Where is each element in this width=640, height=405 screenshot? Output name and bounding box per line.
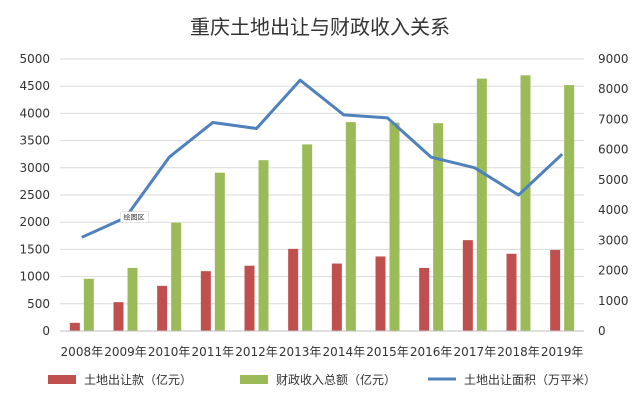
y-right-tick-label: 9000 xyxy=(598,52,629,66)
y-right-tick-label: 3000 xyxy=(598,233,629,247)
bar-series xyxy=(69,75,575,331)
bar xyxy=(214,172,225,331)
y-left-tick-label: 500 xyxy=(27,297,50,311)
annotation-label: 绘图区 xyxy=(124,213,145,222)
y-axis-right: 0 1000 2000 3000 4000 5000 6000 7000 8000 9000 xyxy=(598,52,629,338)
x-tick-label: 2019年 xyxy=(541,345,584,359)
y-right-tick-label: 6000 xyxy=(598,143,629,157)
bar xyxy=(258,160,269,331)
y-right-tick-label: 8000 xyxy=(598,82,629,96)
gridlines xyxy=(60,58,584,305)
x-tick-label: 2013年 xyxy=(279,345,322,359)
bar xyxy=(244,265,255,331)
bar xyxy=(345,122,356,331)
y-left-tick-label: 0 xyxy=(42,324,50,338)
y-left-tick-label: 2500 xyxy=(19,188,50,202)
legend: 土地出让款（亿元） 财政收入总额（亿元） 土地出让面积（万平米） xyxy=(48,372,596,387)
bar xyxy=(419,267,430,331)
y-left-tick-label: 4500 xyxy=(19,79,50,93)
bar xyxy=(433,123,444,331)
y-left-tick-label: 5000 xyxy=(19,52,50,66)
annotation-box xyxy=(120,211,149,223)
legend-label: 财政收入总额（亿元） xyxy=(276,372,396,387)
x-tick-label: 2011年 xyxy=(192,345,235,359)
bar xyxy=(462,240,473,331)
bar xyxy=(389,122,400,331)
bar xyxy=(506,253,517,331)
x-tick-label: 2018年 xyxy=(497,345,540,359)
bar xyxy=(83,278,94,331)
bar xyxy=(550,249,561,331)
bar xyxy=(302,144,313,331)
bar xyxy=(113,302,124,331)
y-left-tick-label: 3000 xyxy=(19,161,50,175)
x-tick-label: 2008年 xyxy=(61,345,104,359)
annotation: 绘图区 xyxy=(120,211,149,223)
series-line xyxy=(81,78,564,239)
bar xyxy=(171,222,182,331)
y-right-tick-label: 7000 xyxy=(598,112,629,126)
x-tick-label: 2012年 xyxy=(235,345,278,359)
bar xyxy=(564,85,575,331)
bar xyxy=(157,285,168,331)
bar xyxy=(375,256,386,331)
chart-title: 重庆土地出让与财政收入关系 xyxy=(190,15,450,39)
y-right-tick-label: 0 xyxy=(598,324,606,338)
y-left-tick-label: 1500 xyxy=(19,242,50,256)
bar xyxy=(520,75,531,331)
bar xyxy=(476,78,487,331)
x-tick-label: 2017年 xyxy=(454,345,497,359)
y-left-tick-label: 4000 xyxy=(19,106,50,120)
x-tick-label: 2016年 xyxy=(410,345,453,359)
bar xyxy=(331,263,342,331)
y-right-tick-label: 5000 xyxy=(598,173,629,187)
legend-swatch xyxy=(48,375,76,384)
y-right-tick-label: 4000 xyxy=(598,203,629,217)
legend-label: 土地出让面积（万平米） xyxy=(464,373,596,387)
legend-label: 土地出让款（亿元） xyxy=(84,372,192,387)
y-axis-left: 0 500 1000 1500 2000 2500 3000 3500 4000 4500 5000 xyxy=(19,52,50,338)
bar xyxy=(69,322,80,331)
y-left-tick-label: 2000 xyxy=(19,215,50,229)
legend-swatch xyxy=(240,375,268,384)
y-right-tick-label: 1000 xyxy=(598,294,629,308)
bar xyxy=(127,267,138,331)
y-right-tick-label: 2000 xyxy=(598,264,629,278)
bar xyxy=(288,248,299,331)
line-series xyxy=(81,78,564,239)
x-tick-label: 2015年 xyxy=(366,345,409,359)
y-left-tick-label: 1000 xyxy=(19,270,50,284)
x-tick-label: 2009年 xyxy=(104,345,147,359)
bar xyxy=(200,271,211,331)
x-axis: 2008年 2009年 2010年 2011年 2012年 2013年 2014年 2015年… xyxy=(60,330,584,359)
y-left-tick-label: 3500 xyxy=(19,134,50,148)
x-tick-label: 2014年 xyxy=(323,345,366,359)
x-tick-label: 2010年 xyxy=(148,345,191,359)
